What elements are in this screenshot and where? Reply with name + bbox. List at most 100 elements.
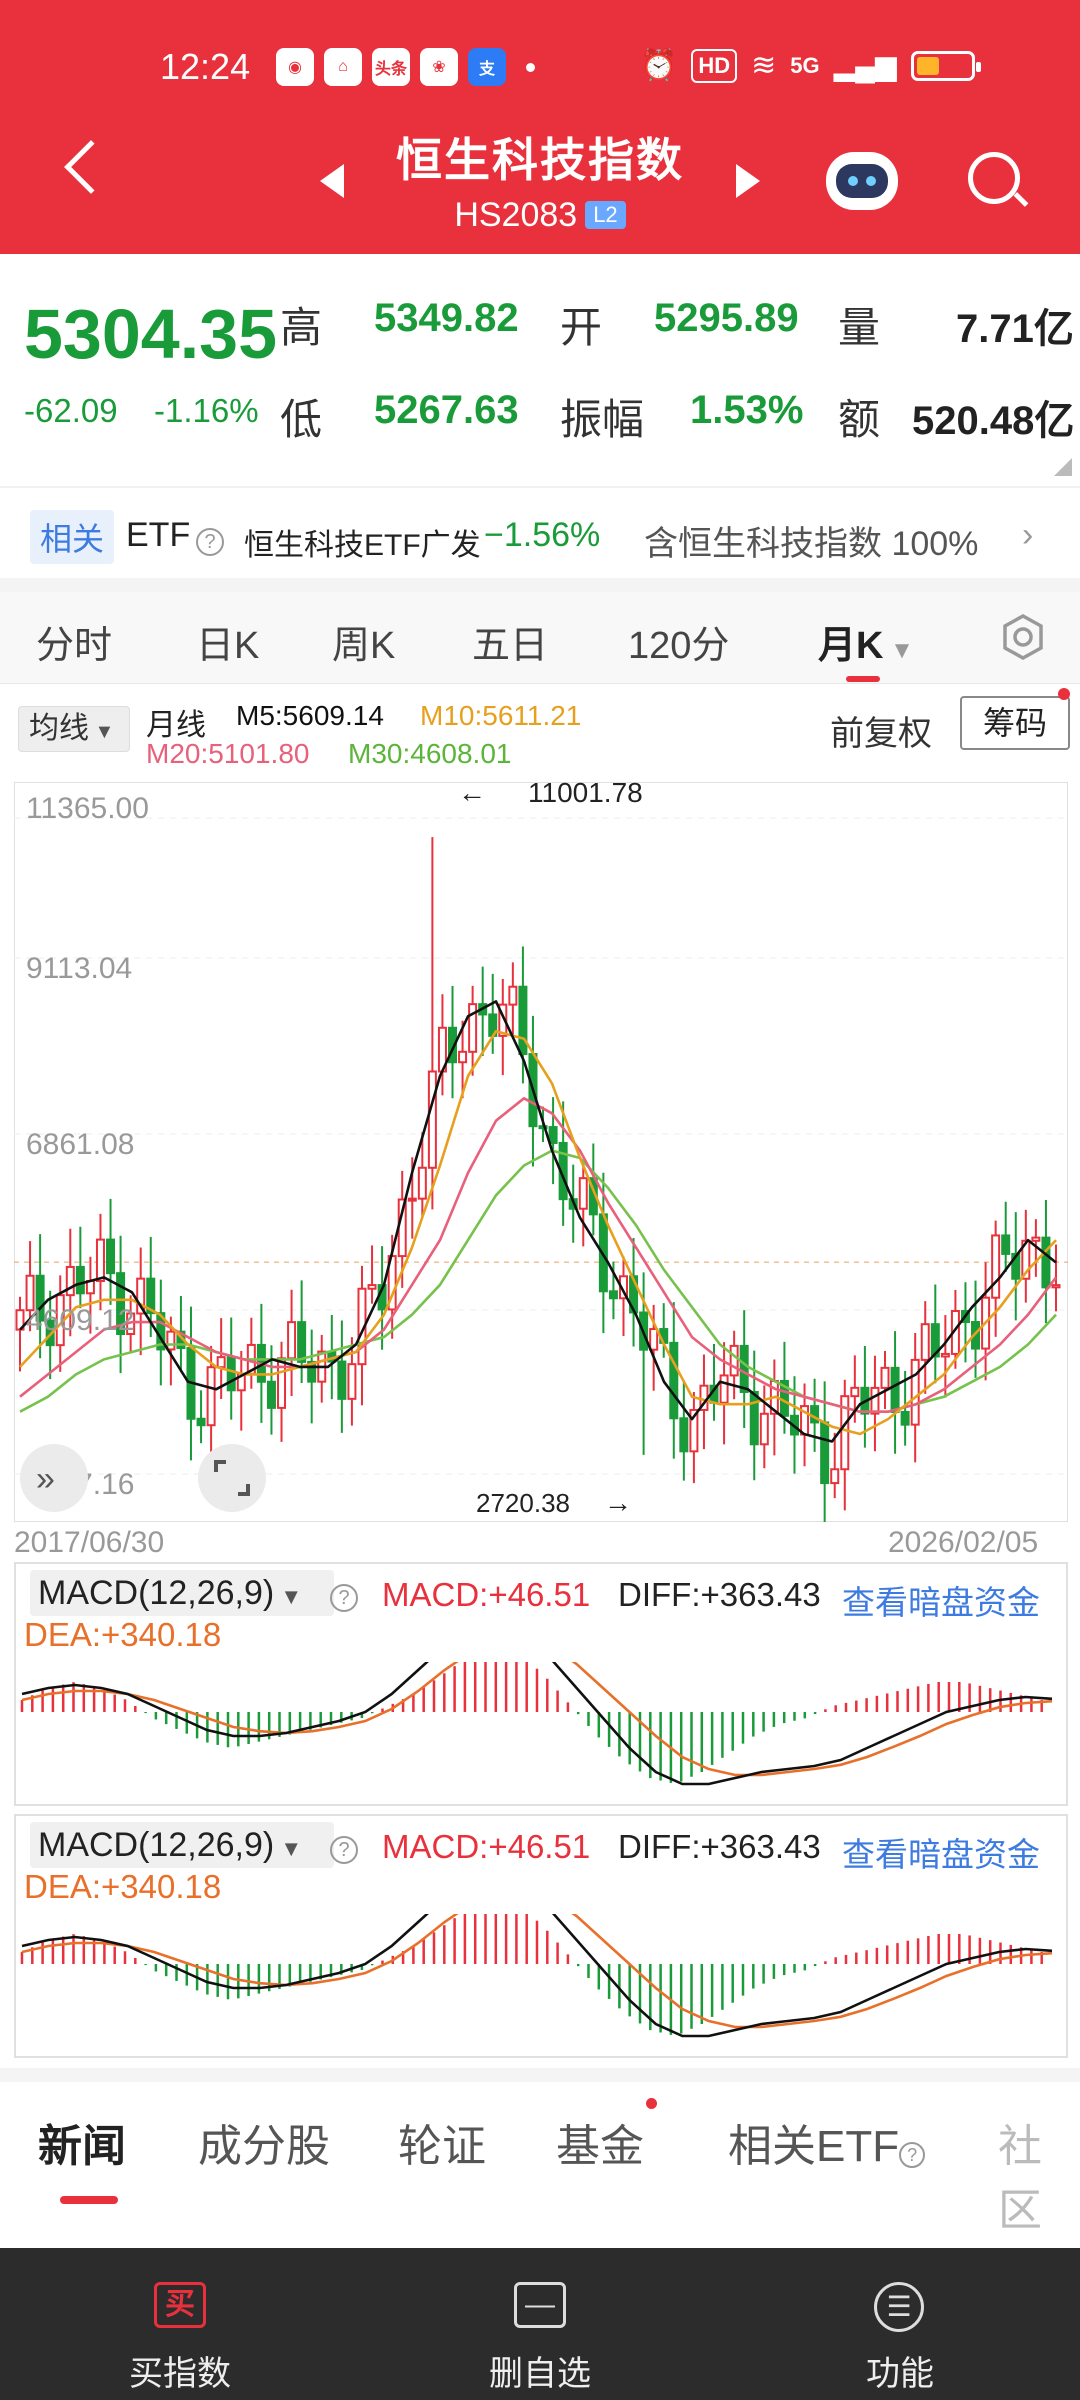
candle-body	[518, 985, 528, 1056]
high-label: 高	[280, 304, 323, 351]
candle-body	[35, 1274, 45, 1322]
candle-body	[1021, 1239, 1031, 1280]
fullscreen-icon[interactable]	[198, 1444, 266, 1512]
notification-dot	[646, 2098, 657, 2109]
ma-m20: M20:5101.80	[146, 738, 310, 769]
tab-funds[interactable]: 基金	[556, 2122, 644, 2171]
last-price: 5304.35	[24, 295, 278, 373]
tab-weekly-k[interactable]: 周K	[332, 625, 396, 667]
content-tabs: 新闻 成分股 轮证 基金 相关ETF? 社区	[0, 2068, 1080, 2235]
macd-histogram	[20, 1662, 1053, 1786]
status-system-icons: ⏰ HD ≋ 5G ▂▄▆	[640, 48, 981, 83]
help-icon[interactable]: ?	[196, 518, 224, 557]
candle-body	[749, 1390, 759, 1446]
tab-warrants[interactable]: 轮证	[398, 2122, 486, 2171]
candle-body	[297, 1321, 307, 1363]
page-title: 恒生科技指数	[396, 134, 684, 186]
candle-body	[719, 1374, 729, 1404]
buy-index-button[interactable]: 买 买指数	[0, 2248, 360, 2400]
app-notification-icon: ❀	[420, 48, 458, 86]
candle-body	[427, 1070, 437, 1169]
tab-daily-k[interactable]: 日K	[196, 625, 260, 667]
help-icon[interactable]: ?	[330, 1574, 358, 1612]
period-tabs: 分时 日K 周K 五日 120分 月K ▼	[0, 592, 1080, 684]
volume-label: 量	[838, 304, 881, 351]
expand-corner-icon[interactable]	[1054, 458, 1072, 476]
svg-text:→: →	[604, 1487, 632, 1518]
chevron-right-icon[interactable]: ›	[1022, 516, 1034, 554]
chip-button[interactable]: 筹码	[960, 696, 1070, 750]
tab-intraday[interactable]: 分时	[36, 625, 113, 667]
ma-selector[interactable]: 均线 ▼	[18, 706, 130, 752]
adjust-mode[interactable]: 前复权	[830, 715, 932, 753]
candle-body	[407, 1197, 417, 1202]
amplitude-value: 1.53%	[690, 388, 804, 432]
low-value: 5267.63	[374, 388, 519, 432]
kline-chart[interactable]: 11365.00 9113.04 6861.08 4609.12 2357.16…	[14, 782, 1068, 1522]
etf-label: ETF	[126, 516, 191, 554]
related-etf-bar[interactable]: 相关 ETF ? 恒生科技ETF广发 −1.56% 含恒生科技指数 100% ›	[0, 486, 1080, 578]
hd-icon: HD	[691, 48, 738, 83]
help-icon[interactable]: ?	[330, 1826, 358, 1864]
candle-body	[870, 1386, 880, 1415]
search-icon[interactable]	[968, 152, 1020, 204]
candle-body	[830, 1468, 840, 1485]
candle-body	[458, 1050, 468, 1064]
candle-body	[347, 1363, 357, 1400]
ma-line	[19, 1029, 1057, 1436]
tab-five-day[interactable]: 五日	[472, 625, 549, 667]
amount-value: 520.48亿	[912, 399, 1075, 443]
dea-value: DEA:+340.18	[24, 1868, 222, 1905]
y-tick-label: 6861.08	[26, 1128, 134, 1161]
high-annotation: ← 11001.78	[458, 782, 643, 808]
price-change-pct: -1.16%	[154, 392, 259, 429]
candle-body	[75, 1265, 85, 1295]
diff-value: DIFF:+363.43	[618, 1576, 821, 1613]
status-time: 12:24	[160, 46, 251, 87]
settings-gear-icon[interactable]	[998, 612, 1048, 662]
svg-text:←: ←	[458, 782, 486, 808]
tab-related-etf[interactable]: 相关ETF?	[728, 2110, 926, 2174]
expand-arrows-icon[interactable]: »	[20, 1444, 88, 1512]
app-notification-icon: 头条	[372, 48, 410, 86]
robot-assistant-icon[interactable]	[826, 152, 898, 210]
next-index-icon[interactable]	[736, 164, 760, 198]
alarm-icon: ⏰	[640, 49, 678, 82]
functions-button[interactable]: ☰ 功能	[720, 2248, 1080, 2400]
tab-community[interactable]: 社区	[998, 2122, 1042, 2235]
tab-monthly-k[interactable]: 月K ▼	[818, 625, 914, 667]
candle-body	[266, 1380, 276, 1409]
macd-panel[interactable]: MACD(12,26,9) ▼ ? MACD:+46.51 DIFF:+363.…	[14, 1562, 1068, 1806]
diff-value: DIFF:+363.43	[618, 1828, 821, 1865]
volume-value: 7.71亿	[956, 307, 1074, 351]
dea-value: DEA:+340.18	[24, 1616, 222, 1653]
candle-body	[920, 1323, 930, 1361]
app-notification-icon: ◉	[276, 48, 314, 86]
price-change: -62.09	[24, 392, 118, 429]
candle-body	[337, 1360, 347, 1400]
tab-constituents[interactable]: 成分股	[198, 2122, 330, 2171]
dea-line	[21, 1662, 1053, 1777]
indicator-selector[interactable]: MACD(12,26,9) ▼	[30, 1570, 334, 1616]
dark-pool-link[interactable]: 查看暗盘资金	[842, 1836, 1040, 1873]
candle-body	[991, 1234, 1001, 1299]
high-mark-label: 11001.78	[528, 782, 643, 808]
notification-dot	[1058, 688, 1070, 700]
dark-pool-link[interactable]: 查看暗盘资金	[842, 1584, 1040, 1621]
etf-change-pct: −1.56%	[484, 516, 601, 554]
y-tick-label: 11365.00	[26, 792, 149, 825]
remove-watchlist-button[interactable]: — 删自选	[360, 2248, 720, 2400]
back-icon[interactable]	[64, 140, 118, 194]
tab-news[interactable]: 新闻	[38, 2122, 126, 2171]
previous-index-icon[interactable]	[320, 164, 344, 198]
candle-body	[136, 1277, 146, 1315]
amount-label: 额	[838, 396, 881, 443]
tab-120min[interactable]: 120分	[628, 625, 730, 667]
macd-panel[interactable]: MACD(12,26,9) ▼ ? MACD:+46.51 DIFF:+363.…	[14, 1814, 1068, 2058]
indicator-selector[interactable]: MACD(12,26,9) ▼	[30, 1822, 334, 1868]
etf-weight: 含恒生科技指数 100%	[644, 525, 979, 563]
l2-badge: L2	[585, 201, 626, 229]
app-header: 12:24 ◉ ⌂ 头条 ❀ 支 ⏰ HD ≋ 5G ▂▄▆ 恒生科技指数 HS…	[0, 0, 1080, 254]
candle-body	[116, 1272, 126, 1336]
macd-value: MACD:+46.51	[382, 1828, 591, 1865]
